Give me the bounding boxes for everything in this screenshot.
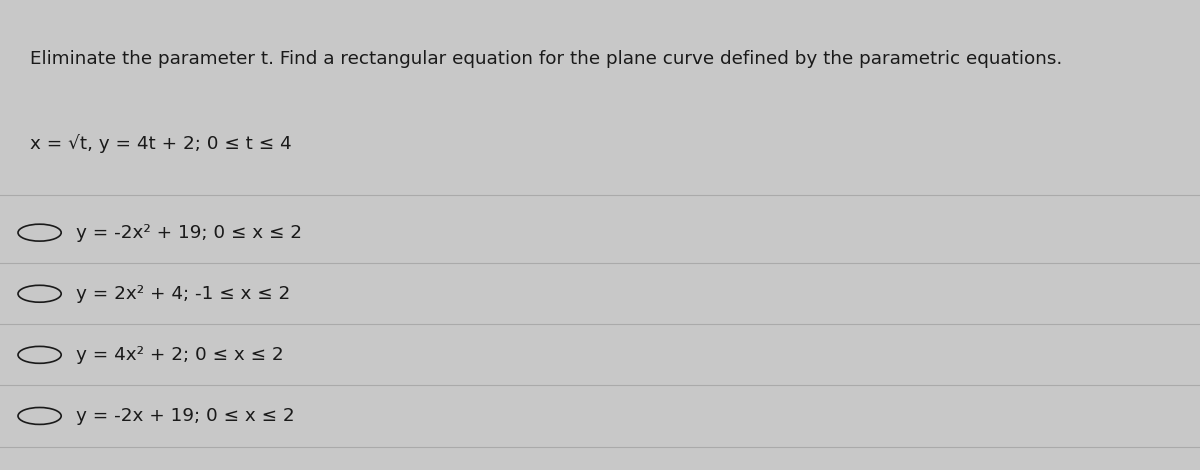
Text: x = √t, y = 4t + 2; 0 ≤ t ≤ 4: x = √t, y = 4t + 2; 0 ≤ t ≤ 4 xyxy=(30,134,292,153)
Text: y = 4x² + 2; 0 ≤ x ≤ 2: y = 4x² + 2; 0 ≤ x ≤ 2 xyxy=(76,346,283,364)
Text: Eliminate the parameter t. Find a rectangular equation for the plane curve defin: Eliminate the parameter t. Find a rectan… xyxy=(30,50,1062,68)
Text: y = -2x² + 19; 0 ≤ x ≤ 2: y = -2x² + 19; 0 ≤ x ≤ 2 xyxy=(76,224,301,242)
Text: y = -2x + 19; 0 ≤ x ≤ 2: y = -2x + 19; 0 ≤ x ≤ 2 xyxy=(76,407,294,425)
Text: y = 2x² + 4; -1 ≤ x ≤ 2: y = 2x² + 4; -1 ≤ x ≤ 2 xyxy=(76,285,290,303)
